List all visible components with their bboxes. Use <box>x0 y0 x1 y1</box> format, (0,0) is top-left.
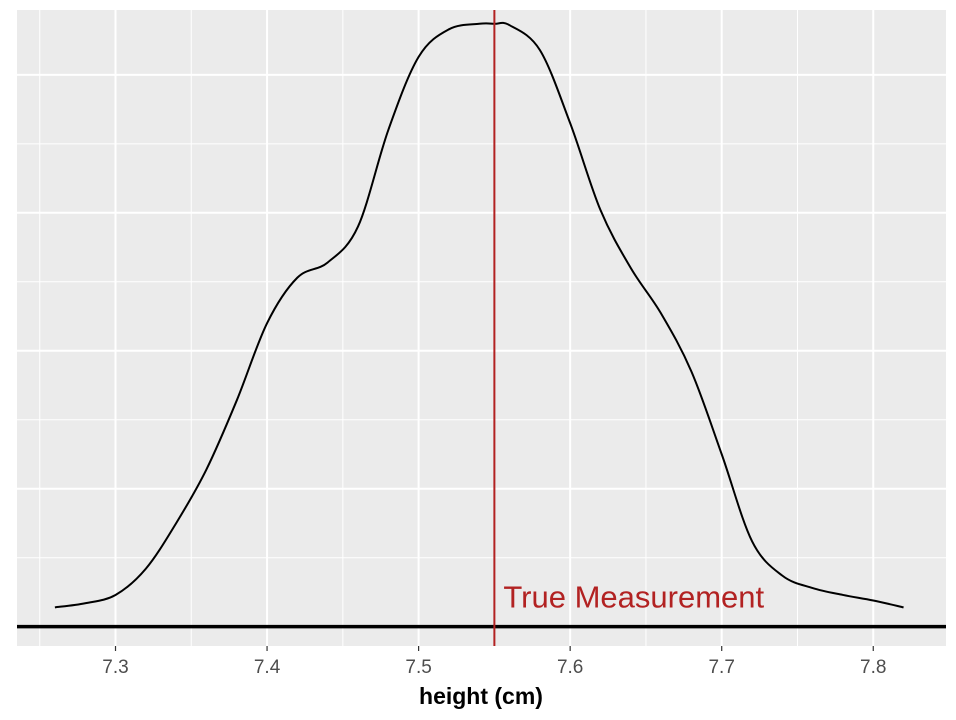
x-tick-label: 7.5 <box>405 657 431 678</box>
x-tick-label: 7.3 <box>102 657 128 678</box>
x-axis-title: height (cm) <box>419 683 543 709</box>
true-measurement-label: True Measurement <box>503 580 764 615</box>
density-curve <box>54 21 904 609</box>
x-axis-ticks: 7.3 7.4 7.5 7.6 7.7 7.8 <box>102 646 886 678</box>
minor-gridlines <box>17 10 946 646</box>
x-tick-label: 7.4 <box>254 657 281 678</box>
plot-panel <box>17 10 946 646</box>
x-tick-label: 7.8 <box>860 657 886 678</box>
x-tick-label: 7.6 <box>557 657 583 678</box>
x-tick-label: 7.7 <box>708 657 734 678</box>
